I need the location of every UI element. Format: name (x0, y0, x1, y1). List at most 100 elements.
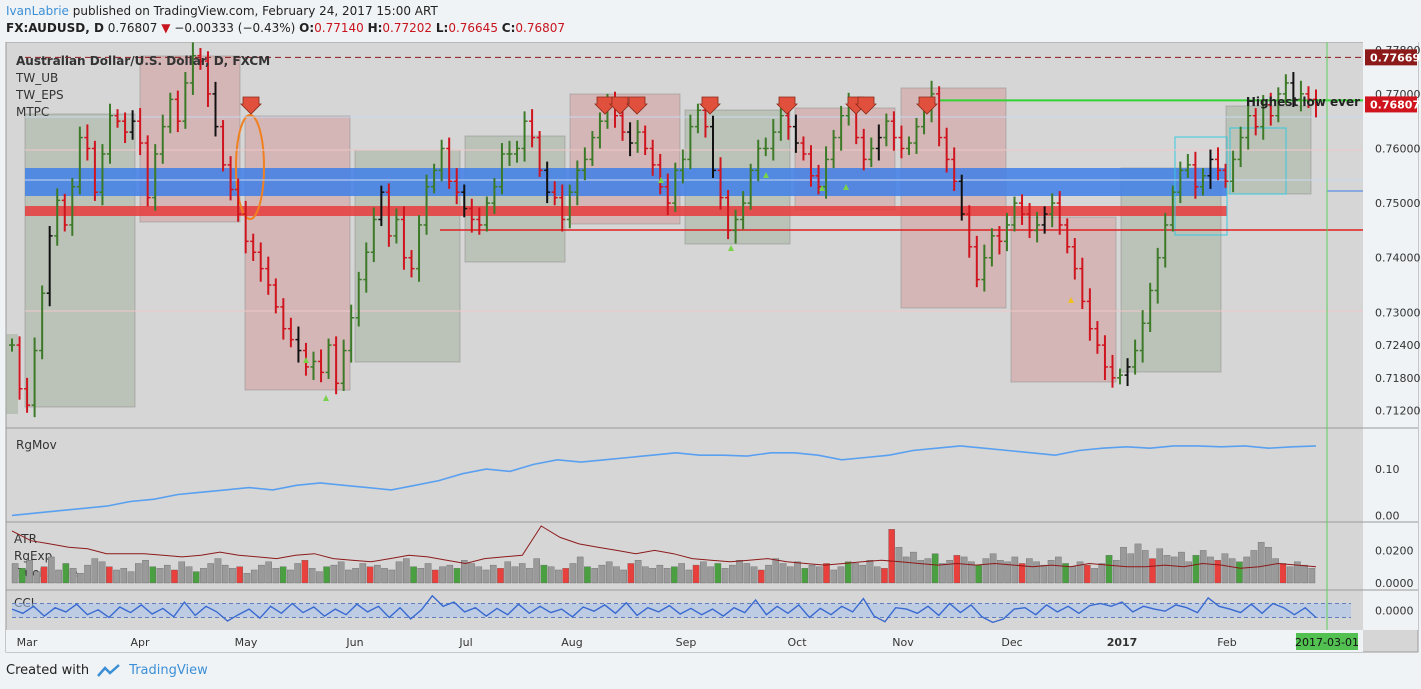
atr-bar (69, 568, 77, 584)
rgmov-line (11, 445, 1317, 517)
atr-bar (1149, 558, 1156, 584)
atr-bar (562, 568, 569, 584)
atr-bar (613, 566, 620, 584)
atr-bar (178, 561, 186, 584)
atr-bar (1236, 561, 1243, 584)
atr-bar (1221, 553, 1229, 584)
candles (9, 42, 1319, 418)
atr-bar (330, 564, 338, 584)
atr-bar (221, 564, 229, 584)
x-tick-label: Sep (676, 636, 697, 649)
atr-bar (229, 568, 236, 584)
atr-bar (482, 569, 490, 584)
x-tick-label: Aug (561, 636, 582, 649)
close-value: 0.76807 (515, 21, 566, 35)
main-labels: Australian Dollar/U.S. Dollar, D, FXCM T… (15, 54, 1360, 119)
published-text: published on TradingView.com, February 2… (72, 4, 438, 18)
atr-bar (294, 563, 301, 584)
author-link[interactable]: IvanLabrie (6, 4, 69, 18)
atr-bar (576, 556, 584, 584)
zone-box (1010, 216, 1117, 383)
atr-bar (352, 568, 359, 584)
atr-bar (55, 569, 62, 584)
atr-bar (729, 564, 736, 584)
high-value: 0.77202 (382, 21, 433, 35)
atr-bar (1047, 560, 1055, 584)
atr-bar (1294, 561, 1301, 584)
atr-bar (504, 561, 512, 584)
footer: Created with TradingView (6, 663, 208, 678)
atr-bar (873, 566, 881, 584)
atr-bar (1163, 555, 1171, 584)
atr-bar (960, 556, 968, 584)
publish-line: IvanLabrie published on TradingView.com,… (6, 4, 438, 18)
tradingview-link[interactable]: TradingView (129, 663, 208, 678)
atr-bar (758, 569, 765, 584)
high-label: H: (367, 21, 383, 35)
atr-bar (446, 564, 454, 584)
atr-bar (844, 561, 852, 584)
atr-bar (1084, 564, 1091, 584)
chart-canvas[interactable]: Australian Dollar/U.S. Dollar, D, FXCM T… (0, 42, 1421, 662)
atr-bar (33, 571, 41, 584)
atr-bar (743, 563, 751, 584)
up-triangle-icon (303, 357, 309, 363)
target-box (1229, 127, 1287, 195)
atr-bar (815, 566, 823, 584)
y-tick-label: 0.0000 (1375, 605, 1414, 618)
atr-bar (258, 564, 265, 584)
y-tick-label: 0.71800 (1375, 372, 1421, 385)
atr-bar (1279, 563, 1287, 584)
atr-bar (627, 563, 635, 584)
atr-bar (461, 560, 468, 584)
atr-bar (149, 566, 157, 584)
atr-bar (1069, 566, 1077, 584)
atr-bar (236, 566, 243, 584)
atr-bar (620, 569, 627, 584)
y-tick-label: 0.72400 (1375, 339, 1421, 352)
atr-bar (359, 563, 367, 584)
atr-bar (1120, 547, 1127, 584)
atr-bar (395, 561, 403, 584)
atr-bar (388, 569, 396, 584)
y-tick-label: 0.73000 (1375, 306, 1421, 319)
indicator-label: TW_UB (15, 71, 58, 85)
atr-bar (432, 569, 439, 584)
atr-bar (975, 564, 982, 584)
cursor-date: 2017-03-01 (1295, 636, 1359, 649)
atr-bar (895, 547, 903, 584)
atr-bar (439, 566, 446, 584)
atr-bar (91, 558, 99, 584)
x-tick-label: May (235, 636, 258, 649)
tradingview-logo-icon (97, 663, 121, 677)
atr-bar (11, 563, 19, 584)
atr-bar (765, 564, 772, 584)
up-triangle-icon (763, 172, 769, 178)
down-arrow-icon (776, 96, 798, 115)
zone-box (1120, 167, 1222, 373)
atr-bar (939, 563, 946, 584)
rgmov-label: RgMov (16, 438, 57, 452)
x-tick-label: Feb (1217, 636, 1236, 649)
atr-bar (1091, 568, 1098, 584)
x-axis: Mar Apr May Jun Jul Aug Sep Oct Nov Dec 2017 Feb (17, 636, 1237, 649)
atr-bar (823, 563, 830, 584)
atr-bar (1076, 561, 1084, 584)
atr-bar (569, 563, 577, 584)
atr-bar (1026, 558, 1033, 584)
atr-bar (634, 560, 642, 584)
atr-bar (997, 560, 1004, 584)
price-change: −0.00333 (−0.43%) (174, 21, 296, 35)
atr-bar (794, 561, 801, 584)
open-value: 0.77140 (314, 21, 364, 35)
atr-bar (475, 566, 483, 584)
atr-bar (830, 569, 838, 584)
atr-bar (605, 561, 613, 584)
atr-bar (381, 568, 388, 584)
atr-bar (1192, 555, 1200, 584)
atr-bar (424, 563, 432, 584)
up-triangle-icon (658, 177, 664, 183)
atr-bar (1018, 563, 1026, 584)
low-value: 0.76645 (448, 21, 498, 35)
